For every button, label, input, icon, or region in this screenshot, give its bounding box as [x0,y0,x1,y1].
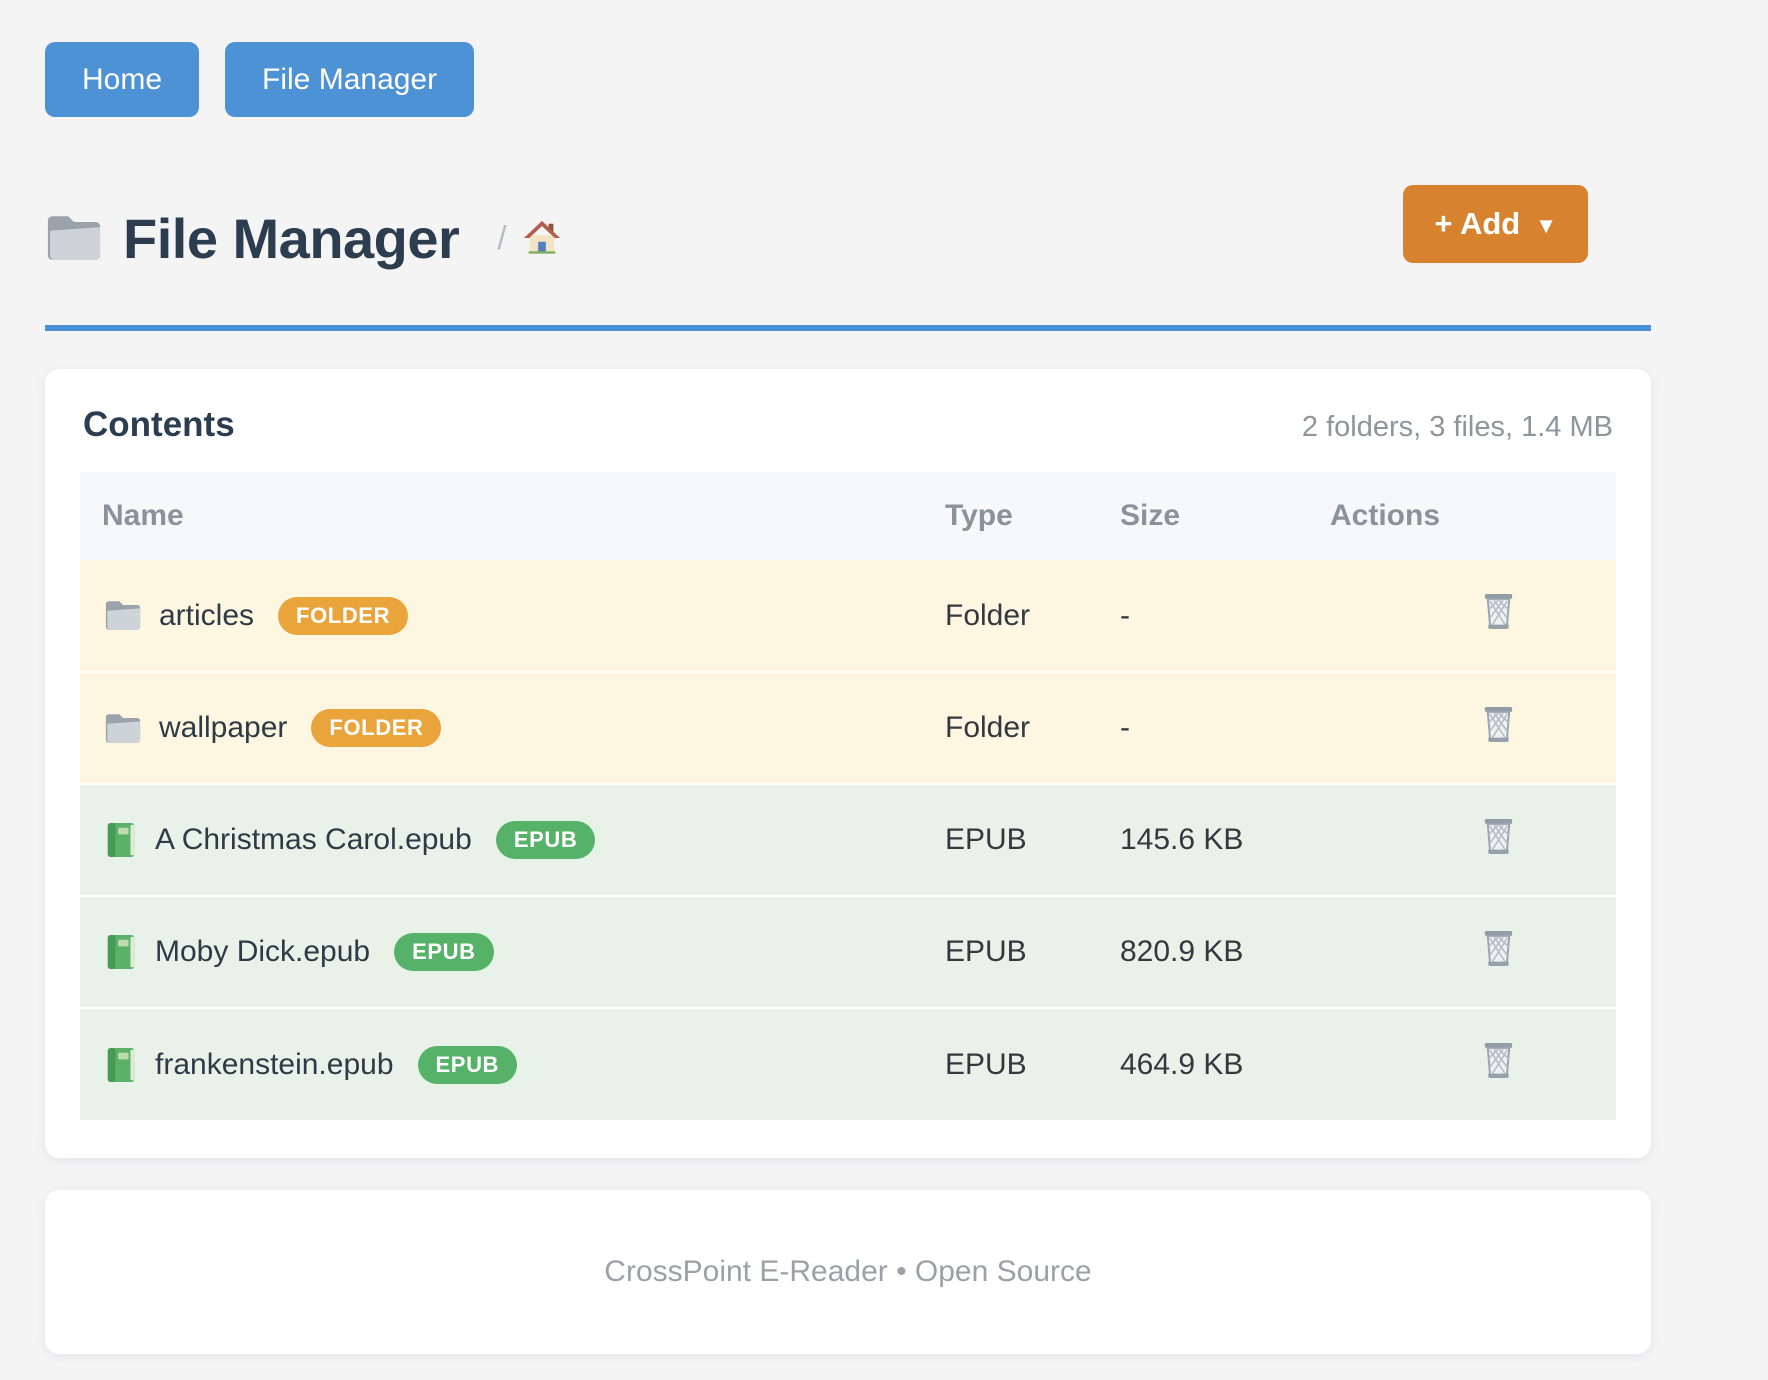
caret-down-icon: ▼ [1535,213,1557,238]
file-table: Name Type Size Actions [80,472,1616,1120]
type-cell: EPUB [925,895,1100,1008]
nav-file-manager-button[interactable]: File Manager [225,42,475,117]
type-cell: EPUB [925,783,1100,896]
contents-card-header: Contents 2 folders, 3 files, 1.4 MB [80,405,1616,445]
folder-icon [104,712,142,745]
home-icon[interactable] [523,219,561,257]
size-cell: 145.6 KB [1100,783,1310,896]
book-icon [104,1046,138,1084]
type-badge: EPUB [417,1045,518,1084]
column-header-actions: Actions [1310,472,1616,560]
type-cell: Folder [925,671,1100,784]
column-header-name: Name [80,472,925,560]
contents-summary: 2 folders, 3 files, 1.4 MB [1301,411,1613,443]
table-row[interactable]: Moby Dick.epub EPUB EPUB 820.9 KB [80,895,1616,1008]
size-cell: - [1100,671,1310,784]
trash-button[interactable] [1480,929,1517,968]
contents-title: Contents [83,405,235,444]
size-cell: 820.9 KB [1100,895,1310,1008]
breadcrumb-separator: / [497,219,507,256]
type-badge: FOLDER [278,596,409,635]
trash-button[interactable] [1480,705,1517,744]
add-button-label: + Add [1434,206,1521,241]
trash-button[interactable] [1480,817,1517,856]
nav-home-button[interactable]: Home [45,42,200,117]
header-divider [45,325,1651,331]
file-name[interactable]: articles [159,598,255,632]
file-name[interactable]: Moby Dick.epub [155,935,371,968]
book-icon [104,821,138,859]
page-header: File Manager / + Add ▼ [45,181,1651,295]
type-badge: FOLDER [311,709,442,747]
page-container: Home File Manager File Manager / [45,0,1651,1354]
type-badge: EPUB [394,933,494,971]
column-header-size: Size [1100,472,1310,560]
footer: CrossPoint E-Reader • Open Source [45,1190,1651,1354]
type-cell: EPUB [925,1007,1100,1120]
trash-button[interactable] [1480,592,1517,631]
column-header-type: Type [925,472,1100,560]
page-title: File Manager [123,206,460,270]
folder-icon [45,213,123,263]
file-name[interactable]: wallpaper [159,711,288,744]
type-cell: Folder [925,560,1100,672]
size-cell: - [1100,560,1310,672]
table-row[interactable]: frankenstein.epub EPUB EPUB 464.9 KB [80,1007,1616,1120]
type-badge: EPUB [495,821,596,859]
footer-text: CrossPoint E-Reader • Open Source [604,1255,1092,1288]
add-button[interactable]: + Add ▼ [1403,185,1588,263]
table-header-row: Name Type Size Actions [80,472,1616,560]
table-row[interactable]: wallpaper FOLDER Folder - [80,671,1616,784]
trash-button[interactable] [1480,1041,1517,1080]
contents-card: Contents 2 folders, 3 files, 1.4 MB Name… [45,369,1651,1158]
file-name[interactable]: frankenstein.epub [155,1047,394,1081]
book-icon [104,933,138,971]
table-row[interactable]: articles FOLDER Folder - [80,560,1616,672]
title-row: File Manager / [45,181,1651,295]
table-row[interactable]: A Christmas Carol.epub EPUB EPUB 145.6 K… [80,783,1616,896]
size-cell: 464.9 KB [1100,1007,1310,1120]
top-nav: Home File Manager [45,0,1651,117]
folder-icon [104,599,142,632]
file-name[interactable]: A Christmas Carol.epub [155,823,472,856]
